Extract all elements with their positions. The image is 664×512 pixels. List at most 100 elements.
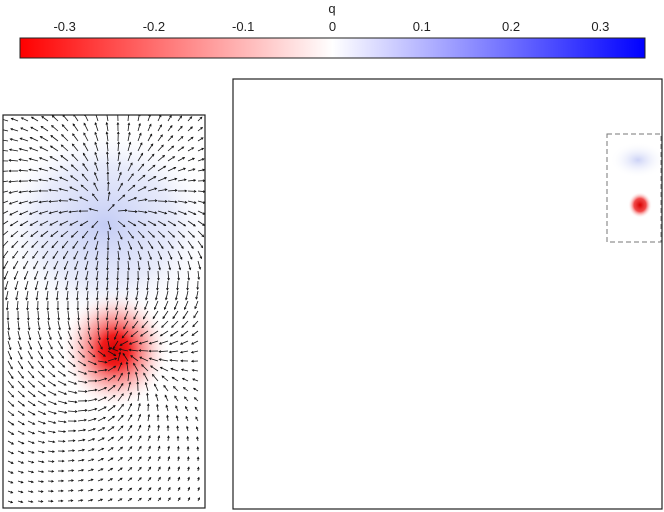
field-arrow <box>147 260 151 270</box>
field-arrowhead <box>150 143 154 147</box>
field-arrowhead <box>7 327 11 331</box>
field-arrowhead <box>138 349 142 352</box>
field-arrow <box>177 280 179 291</box>
field-arrowhead <box>10 366 13 370</box>
field-arrowhead <box>187 476 190 480</box>
field-arrow <box>27 320 30 330</box>
field-arrow <box>67 460 75 462</box>
field-arrowhead <box>141 163 145 167</box>
field-arrowhead <box>5 307 9 311</box>
overview-panel <box>232 78 663 510</box>
field-arrowhead <box>139 142 143 146</box>
field-arrowhead <box>11 394 15 398</box>
field-arrowhead <box>125 287 129 291</box>
field-arrow <box>127 372 130 382</box>
field-arrowhead <box>119 498 123 501</box>
field-arrow <box>23 260 29 269</box>
field-arrowhead <box>41 480 45 483</box>
field-arrow <box>67 310 70 321</box>
field-arrow <box>87 389 97 392</box>
field-arrowhead <box>71 355 75 359</box>
field-arrowhead <box>193 212 197 215</box>
field-arrow <box>62 115 69 122</box>
field-arrow <box>160 366 169 372</box>
field-arrowhead <box>198 266 202 270</box>
field-arrowhead <box>130 162 133 166</box>
field-arrow <box>186 426 189 432</box>
field-arrowhead <box>104 368 108 372</box>
field-arrow <box>57 370 66 377</box>
field-arrow <box>136 280 139 291</box>
field-arrow <box>27 460 34 463</box>
field-arrowhead <box>112 405 116 408</box>
field-arrowhead <box>177 456 180 460</box>
field-arrowhead <box>175 405 178 409</box>
field-arrow <box>87 458 94 462</box>
field-arrow <box>57 400 67 404</box>
field-arrowhead <box>159 257 163 260</box>
field-arrowhead <box>32 403 36 407</box>
field-arrowhead <box>31 245 35 249</box>
field-arrowhead <box>120 457 123 460</box>
field-arrow <box>47 470 54 472</box>
field-arrowhead <box>192 324 196 328</box>
field-arrowhead <box>118 161 121 165</box>
field-arrowhead <box>191 246 194 250</box>
field-arrow <box>7 450 14 455</box>
field-arrowhead <box>100 498 104 502</box>
field-arrowhead <box>82 355 85 358</box>
field-arrow <box>19 200 29 204</box>
field-arrow <box>76 290 79 301</box>
field-arrowhead <box>50 346 53 350</box>
field-arrow <box>192 320 199 327</box>
field-arrow <box>8 180 19 183</box>
field-arrowhead <box>180 125 183 129</box>
field-arrow <box>47 390 57 396</box>
field-arrowhead <box>59 222 63 226</box>
field-arrowhead <box>105 287 109 291</box>
field-arrow <box>193 387 199 392</box>
field-arrow <box>29 210 39 215</box>
field-arrow <box>97 406 107 412</box>
field-arrow <box>130 330 139 338</box>
field-arrowhead <box>193 178 197 182</box>
field-arrow <box>182 310 189 319</box>
field-arrowhead <box>51 470 55 473</box>
field-arrow <box>60 155 69 162</box>
field-arrow <box>29 147 39 152</box>
field-arrow <box>126 362 129 372</box>
field-arrowhead <box>191 342 194 345</box>
field-arrow <box>147 250 152 260</box>
field-arrowhead <box>119 343 123 346</box>
field-arrowhead <box>68 198 72 201</box>
field-arrowhead <box>94 398 98 401</box>
field-arrow <box>177 136 184 142</box>
field-arrow <box>3 260 9 269</box>
field-arrow <box>47 330 52 340</box>
field-arrowhead <box>177 486 181 490</box>
field-arrowhead <box>36 307 40 311</box>
field-arrowhead <box>127 267 131 271</box>
field-arrowhead <box>19 356 23 360</box>
field-arrowhead <box>169 333 173 337</box>
field-arrow <box>64 260 69 270</box>
field-arrowhead <box>122 194 126 198</box>
field-arrow <box>137 133 142 142</box>
field-arrowhead <box>48 327 51 331</box>
field-arrow <box>127 123 130 132</box>
field-arrowhead <box>10 490 14 494</box>
field-arrowhead <box>69 337 72 341</box>
field-arrowhead <box>186 287 189 291</box>
field-arrow <box>151 320 159 328</box>
field-arrowhead <box>184 212 188 215</box>
field-arrowhead <box>28 190 32 193</box>
field-arrow <box>147 176 156 182</box>
field-arrowhead <box>31 470 35 474</box>
field-arrowhead <box>139 487 142 491</box>
field-arrowhead <box>20 490 24 494</box>
field-arrow <box>147 133 153 142</box>
field-arrowhead <box>58 327 61 331</box>
field-arrow <box>177 168 186 172</box>
field-arrowhead <box>110 447 114 450</box>
